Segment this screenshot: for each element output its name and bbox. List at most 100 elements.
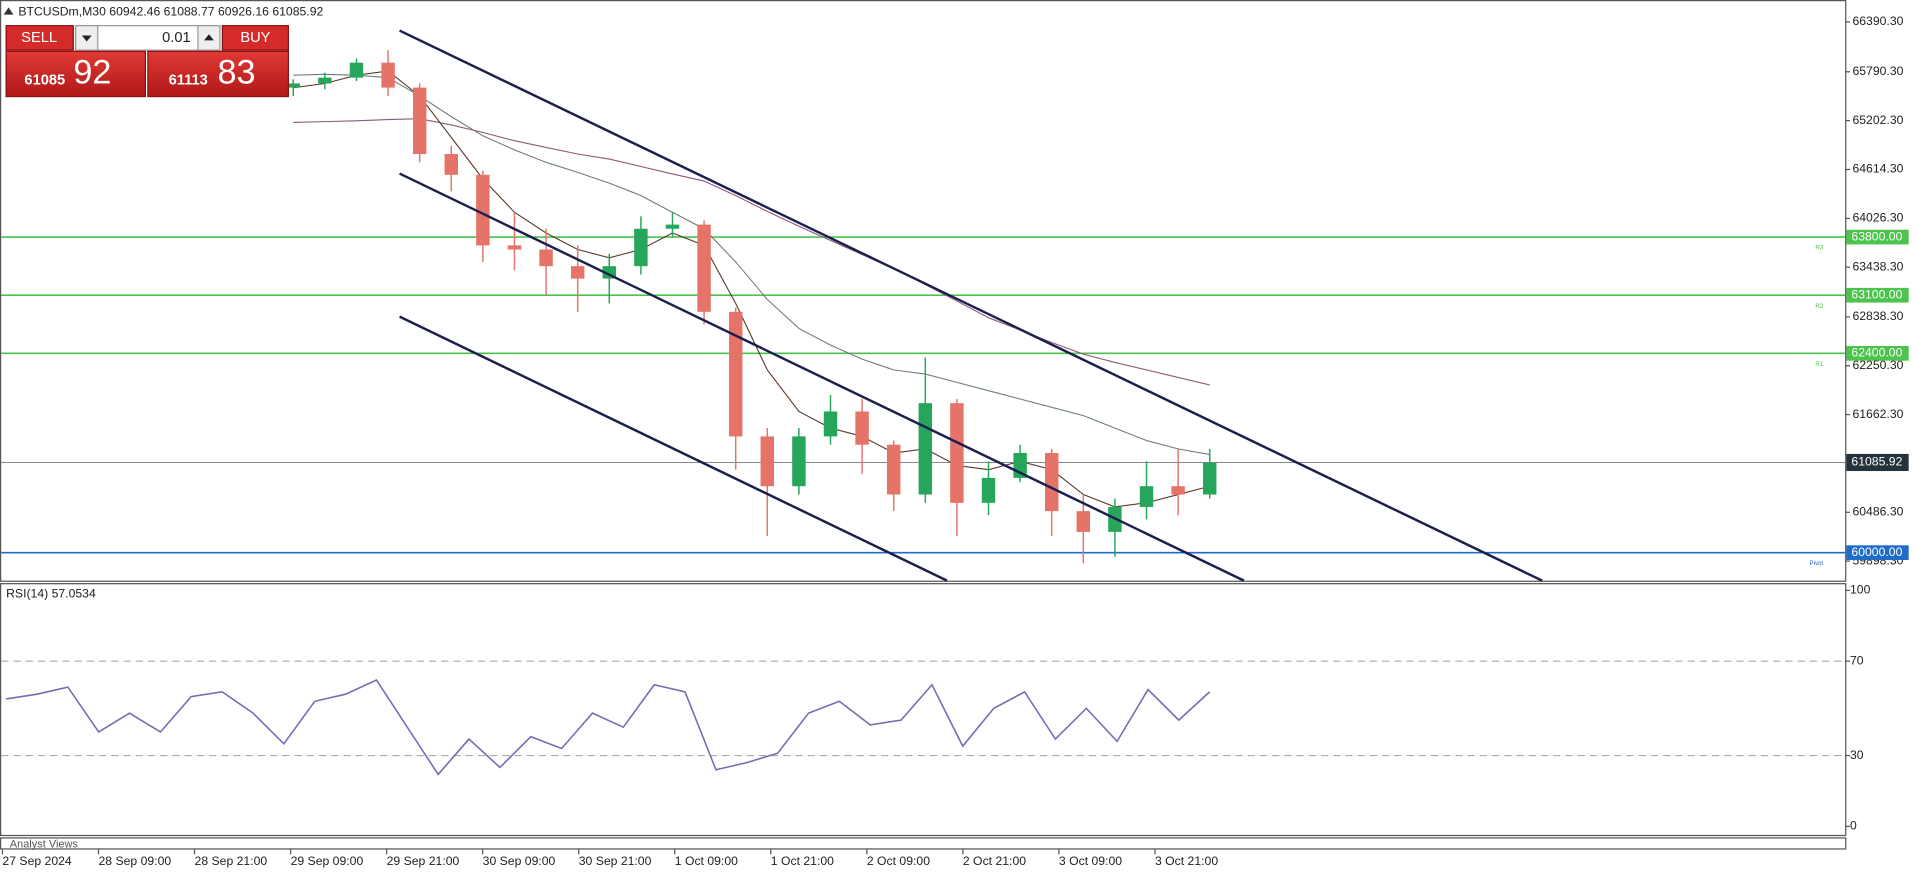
candle-body	[507, 245, 522, 250]
moving-average	[293, 118, 1210, 386]
y-tick-label: 66390.30	[1852, 14, 1903, 28]
candle-body	[570, 266, 585, 279]
y-tick-label: 100	[1850, 583, 1871, 597]
candle-body	[1076, 511, 1091, 532]
volume-box[interactable]	[75, 25, 221, 51]
rsi-title: RSI(14) 57.0534	[6, 586, 96, 600]
ask-small: 83	[218, 54, 256, 92]
level-tag: R3	[1815, 245, 1823, 252]
x-tick-label: 27 Sep 2024	[2, 854, 71, 868]
y-tick-label: 64614.30	[1852, 162, 1903, 176]
buy-button[interactable]	[221, 25, 289, 51]
analyst-views[interactable]: Analyst Views	[10, 839, 79, 851]
last-price-label: 61085.92	[1851, 455, 1902, 469]
sell-label: SELL	[21, 30, 57, 46]
candle-body	[760, 436, 775, 487]
candle-body	[349, 62, 364, 78]
buy-label: BUY	[240, 30, 270, 46]
candle-body	[665, 224, 680, 229]
candle-body	[886, 444, 901, 495]
candle-body	[792, 436, 806, 487]
candle-body	[981, 477, 996, 503]
candle-body	[950, 403, 964, 503]
x-tick-label: 30 Sep 09:00	[483, 854, 556, 868]
sell-button[interactable]	[5, 25, 74, 51]
level-tag: Pivot	[1810, 560, 1824, 567]
time-axis: 27 Sep 2024 28 Sep 09:00 28 Sep 21:00 29 Se…	[1, 849, 1218, 868]
trendline	[399, 315, 948, 582]
x-tick-label: 2 Oct 09:00	[867, 854, 930, 868]
candle-body	[918, 403, 933, 495]
candle-body	[1044, 452, 1059, 512]
level-label-bg	[1846, 287, 1909, 303]
level-label: 63100.00	[1851, 287, 1902, 301]
price-panel: 66390.30 65790.30 65202.30 64614.30 64026.30…	[1, 14, 1909, 567]
candle-body	[823, 411, 838, 437]
candle-body	[381, 62, 395, 88]
x-tick-label: 28 Sep 09:00	[98, 854, 171, 868]
candle-body	[286, 83, 300, 88]
candle-body	[318, 77, 332, 84]
y-tick-label: 60486.30	[1852, 504, 1903, 518]
rsi-line	[5, 679, 1211, 776]
x-tick-label: 1 Oct 09:00	[675, 854, 738, 868]
y-tick-label: 62250.30	[1852, 358, 1903, 372]
down-arrow	[81, 35, 92, 42]
volume-value: 0.01	[162, 30, 191, 46]
ask-big: 61113	[169, 73, 208, 89]
candle-body	[1202, 462, 1217, 495]
y-tick-label: 30	[1850, 748, 1864, 762]
y-tick-label: 65202.30	[1852, 113, 1903, 127]
candle-body	[1139, 486, 1154, 507]
rsi-panel: 100 70 30 0	[1, 583, 1871, 833]
moving-average	[293, 73, 1210, 456]
level-label: 60000.00	[1851, 545, 1902, 559]
candle-body	[855, 411, 869, 445]
main-frame	[0, 0, 1847, 582]
y-tick-label: 65790.30	[1852, 64, 1903, 78]
up-arrow	[204, 34, 214, 41]
y-tick-label: 70	[1850, 653, 1864, 667]
analyst-frame	[0, 837, 1847, 850]
level-label: 62400.00	[1851, 346, 1902, 360]
level-tag: R2	[1815, 303, 1823, 310]
bid-small: 92	[73, 54, 111, 92]
trendline	[399, 29, 1543, 582]
channel	[399, 29, 1543, 582]
x-tick-label: 3 Oct 21:00	[1155, 854, 1218, 868]
candle-body	[697, 224, 711, 312]
level-label-bg	[1846, 346, 1909, 361]
rsi-frame	[0, 583, 1847, 837]
collapse-icon[interactable]	[3, 7, 14, 15]
y-tick-label: 61662.30	[1852, 407, 1903, 421]
x-tick-label: 3 Oct 09:00	[1059, 854, 1122, 868]
bid-big: 61085	[24, 73, 65, 89]
y-tick-label: 62838.30	[1852, 309, 1903, 323]
candle-body	[1171, 486, 1185, 495]
candle-body	[728, 311, 743, 437]
x-tick-label: 29 Sep 09:00	[291, 854, 364, 868]
bid-box[interactable]	[5, 50, 147, 98]
level-label: 63800.00	[1851, 229, 1902, 243]
level-label-bg	[1846, 545, 1909, 560]
trade-panel: SELL 0.01 BUY 61085 92 61113 83	[5, 25, 289, 98]
candle-body	[539, 249, 553, 267]
chart-header: BTCUSDm,M30 60942.46 61088.77 60926.16 6…	[18, 4, 323, 18]
trendline	[399, 172, 1245, 582]
ask-box[interactable]	[147, 50, 289, 98]
candle-body	[476, 174, 490, 246]
x-tick-label: 2 Oct 21:00	[963, 854, 1026, 868]
candle-body	[412, 87, 427, 155]
candle-body	[444, 154, 458, 175]
x-tick-label: 29 Sep 21:00	[387, 854, 460, 868]
level-tag: R1	[1815, 361, 1823, 368]
x-tick-label: 28 Sep 21:00	[195, 854, 268, 868]
y-tick-label: 63438.30	[1852, 259, 1903, 273]
y-tick-label: 64026.30	[1852, 211, 1903, 225]
y-tick-label: 0	[1850, 819, 1857, 833]
x-tick-label: 1 Oct 21:00	[771, 854, 834, 868]
level-label-bg	[1846, 229, 1909, 245]
candle-body	[634, 228, 648, 267]
